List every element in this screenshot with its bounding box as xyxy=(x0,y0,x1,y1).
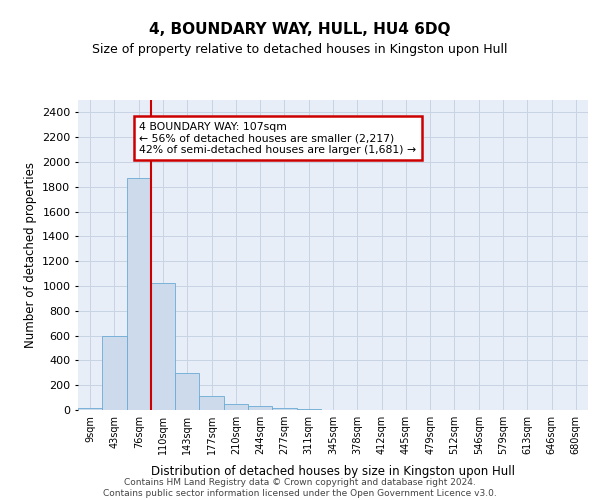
Bar xyxy=(248,406,272,410)
X-axis label: Distribution of detached houses by size in Kingston upon Hull: Distribution of detached houses by size … xyxy=(151,466,515,478)
Bar xyxy=(78,408,102,410)
Text: 4 BOUNDARY WAY: 107sqm
← 56% of detached houses are smaller (2,217)
42% of semi-: 4 BOUNDARY WAY: 107sqm ← 56% of detached… xyxy=(139,122,416,155)
Y-axis label: Number of detached properties: Number of detached properties xyxy=(23,162,37,348)
Bar xyxy=(224,404,248,410)
Bar xyxy=(151,283,175,410)
Bar xyxy=(175,374,199,410)
Bar xyxy=(102,336,127,410)
Bar xyxy=(199,396,224,410)
Text: Size of property relative to detached houses in Kingston upon Hull: Size of property relative to detached ho… xyxy=(92,42,508,56)
Text: 4, BOUNDARY WAY, HULL, HU4 6DQ: 4, BOUNDARY WAY, HULL, HU4 6DQ xyxy=(149,22,451,38)
Text: Contains HM Land Registry data © Crown copyright and database right 2024.
Contai: Contains HM Land Registry data © Crown c… xyxy=(103,478,497,498)
Bar xyxy=(127,178,151,410)
Bar xyxy=(272,408,296,410)
